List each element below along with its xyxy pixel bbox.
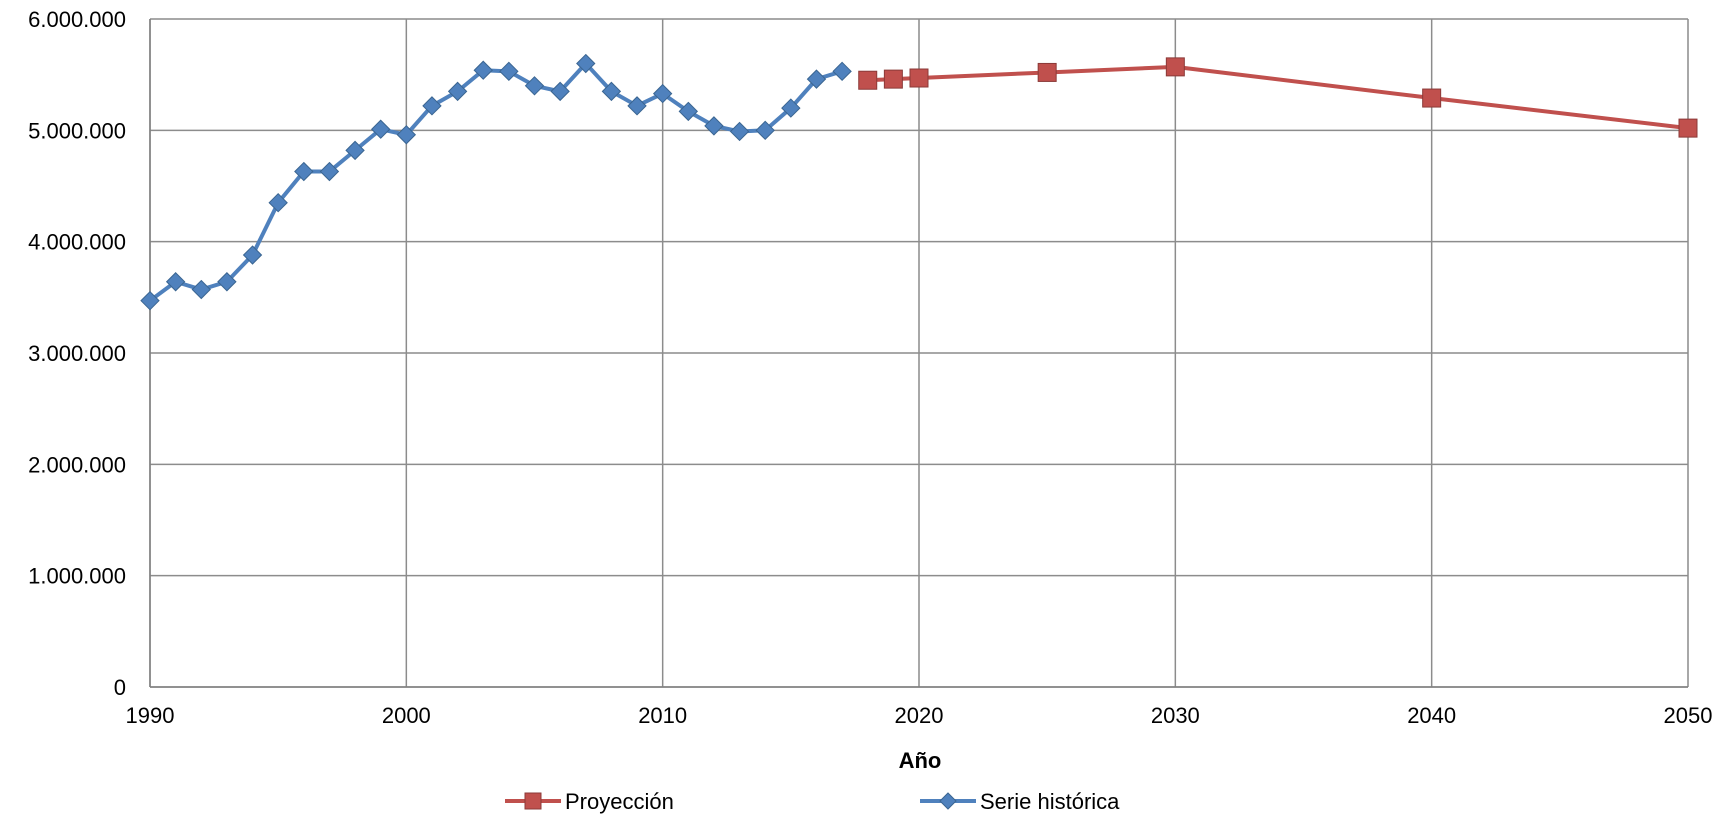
series-serie-historica bbox=[140, 53, 852, 311]
legend-label-proyeccion: Proyección bbox=[565, 789, 674, 814]
data-point-serie-historica bbox=[678, 101, 699, 122]
x-tick-label: 2010 bbox=[638, 703, 687, 728]
legend-item-serie-historica: Serie histórica bbox=[920, 789, 1120, 814]
y-tick-label: 4.000.000 bbox=[28, 230, 126, 255]
axes bbox=[149, 19, 1688, 688]
y-tick-label: 1.000.000 bbox=[28, 564, 126, 589]
data-point-serie-historica bbox=[217, 272, 237, 292]
data-point-serie-historica bbox=[652, 83, 673, 104]
x-axis-tick-labels: 1990 2000 2010 2020 2030 2040 2050 bbox=[126, 703, 1713, 728]
data-point-serie-historica bbox=[832, 61, 852, 82]
data-point-serie-historica bbox=[242, 245, 263, 265]
data-point-proyeccion bbox=[1037, 62, 1057, 82]
x-tick-label: 2000 bbox=[382, 703, 431, 728]
x-tick-label: 2040 bbox=[1407, 703, 1456, 728]
series-line-serie-historica bbox=[148, 61, 843, 303]
data-point-serie-historica bbox=[755, 120, 775, 141]
x-tick-label: 2030 bbox=[1151, 703, 1200, 728]
data-point-serie-historica bbox=[370, 119, 391, 139]
data-point-serie-historica bbox=[422, 96, 442, 116]
data-point-proyeccion bbox=[1678, 118, 1698, 138]
y-tick-label: 0 bbox=[114, 675, 126, 700]
data-series bbox=[140, 53, 1698, 311]
y-tick-label: 2.000.000 bbox=[28, 452, 126, 477]
data-point-serie-historica bbox=[191, 279, 211, 300]
legend: Proyección Serie histórica bbox=[505, 789, 1120, 814]
legend-marker-serie-historica bbox=[939, 792, 957, 810]
data-point-serie-historica bbox=[319, 161, 340, 182]
x-tick-label: 2020 bbox=[895, 703, 944, 728]
legend-item-proyeccion: Proyección bbox=[505, 789, 674, 814]
y-tick-label: 3.000.000 bbox=[28, 341, 126, 366]
data-point-serie-historica bbox=[345, 140, 365, 161]
data-point-serie-historica bbox=[499, 61, 519, 82]
data-point-serie-historica bbox=[704, 116, 724, 136]
data-point-serie-historica bbox=[550, 81, 570, 102]
data-point-serie-historica bbox=[729, 121, 750, 142]
data-point-serie-historica bbox=[627, 96, 647, 116]
series-line-proyeccion bbox=[867, 64, 1689, 131]
data-point-serie-historica bbox=[165, 272, 186, 292]
grid-lines bbox=[149, 18, 1689, 688]
data-point-serie-historica bbox=[294, 161, 314, 182]
data-point-serie-historica bbox=[473, 60, 493, 80]
data-point-serie-historica bbox=[140, 290, 160, 311]
data-point-serie-historica bbox=[601, 81, 622, 102]
data-point-serie-historica bbox=[396, 125, 417, 145]
x-axis-title: Año bbox=[899, 748, 942, 773]
y-tick-label: 6.000.000 bbox=[28, 7, 126, 32]
x-tick-label: 2050 bbox=[1664, 703, 1713, 728]
data-point-proyeccion bbox=[909, 68, 929, 88]
data-point-proyeccion bbox=[883, 69, 903, 89]
data-point-serie-historica bbox=[524, 76, 545, 96]
data-point-proyeccion bbox=[1165, 57, 1185, 77]
y-axis-tick-labels: 0 1.000.000 2.000.000 3.000.000 4.000.000 5.0… bbox=[28, 7, 126, 700]
data-point-proyeccion bbox=[858, 70, 878, 90]
y-tick-label: 5.000.000 bbox=[28, 118, 126, 143]
data-point-serie-historica bbox=[781, 98, 801, 118]
legend-label-serie-historica: Serie histórica bbox=[980, 789, 1120, 814]
x-tick-label: 1990 bbox=[126, 703, 175, 728]
series-proyeccion bbox=[858, 57, 1698, 138]
data-point-serie-historica bbox=[576, 53, 596, 74]
legend-marker-proyeccion bbox=[524, 792, 542, 810]
data-point-serie-historica bbox=[806, 69, 827, 89]
data-point-serie-historica bbox=[447, 81, 468, 102]
data-point-serie-historica bbox=[268, 192, 288, 213]
data-point-proyeccion bbox=[1422, 88, 1442, 108]
